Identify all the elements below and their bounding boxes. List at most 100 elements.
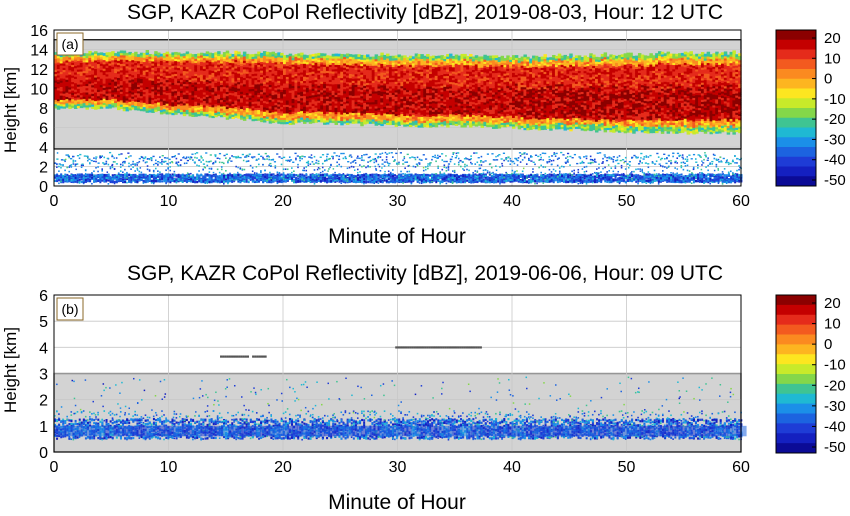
panel-a-x-tick-label: 40: [503, 193, 521, 210]
panel-b-colorbar-tick-label: -40: [824, 418, 846, 435]
panel-b-sparse-echo-2: [395, 346, 482, 349]
panel-a-colorbar-band: [776, 156, 816, 167]
panel-a-x-tick-label: 0: [50, 193, 59, 210]
panel-b-colorbar-band: [776, 413, 816, 424]
panel-b-y-axis-label: Height [km]: [1, 327, 20, 413]
panel-b-colorbar-band: [776, 433, 816, 444]
panel-a-colorbar-tick-label: -30: [824, 131, 846, 148]
panel-a-panel-label: (a): [56, 32, 84, 56]
panel-a-colorbar-band: [776, 78, 816, 89]
panel-a-colorbar-band: [776, 176, 816, 187]
panel-b-x-tick-label: 50: [618, 459, 636, 476]
panel-b-colorbar-band: [776, 443, 816, 454]
panel-a-colorbar-band: [776, 59, 816, 70]
panel-a-colorbar: 20 10 0 -10 -20 -30 -40 -50: [775, 29, 846, 189]
panel-b-colorbar-tick-label: -50: [824, 439, 846, 456]
panel-a: SGP, KAZR CoPol Reflectivity [dBZ], 2019…: [1, 1, 846, 248]
panel-b-colorbar-band: [776, 324, 816, 335]
panel-b-plot-area: 0 10 20 30 40 50 60 0 1 2 3 4 5 6 (b): [39, 288, 750, 476]
panel-a-colorbar-tick-label: 20: [824, 30, 841, 47]
panel-b-colorbar-band: [776, 304, 816, 316]
panel-a-colorbar-tick-label: -40: [824, 152, 846, 169]
panel-a-colorbar-band: [776, 39, 816, 50]
panel-b-colorbar-tick-label: 10: [824, 316, 841, 333]
panel-b-near-surface-echo: [54, 376, 747, 441]
panel-b-colorbar-band: [776, 393, 816, 405]
panel-b-colorbar-band: [776, 364, 816, 375]
panel-a-colorbar-tick-label: -50: [824, 172, 846, 189]
panel-a-x-tick-label: 20: [274, 193, 292, 210]
panel-a-colorbar-band: [776, 108, 816, 119]
panel-b-colorbar-band: [776, 383, 816, 395]
panel-a-colorbar-band: [776, 166, 816, 177]
panel-b-x-tick-label: 60: [732, 459, 750, 476]
panel-b-colorbar-band: [776, 423, 816, 434]
panel-a-x-tick-label: 60: [732, 193, 750, 210]
panel-b-x-axis-label: Minute of Hour: [328, 491, 466, 514]
panel-a-x-tick-label: 30: [389, 193, 407, 210]
panel-a-colorbar-tick-label: -10: [824, 91, 846, 108]
panel-a-y-tick-label: 6: [39, 121, 48, 138]
panel-b-title: SGP, KAZR CoPol Reflectivity [dBZ], 2019…: [127, 262, 723, 285]
panel-a-y-tick-label: 10: [30, 82, 48, 99]
panel-a-cloud-layer: [54, 50, 742, 135]
panel-a-title: SGP, KAZR CoPol Reflectivity [dBZ], 2019…: [127, 1, 723, 24]
panel-b-y-tick-label: 4: [39, 340, 48, 357]
panel-b-y-tick-label: 3: [39, 367, 48, 384]
panel-a-colorbar-tick-label: -20: [824, 111, 846, 128]
panel-b-x-tick-label: 40: [503, 459, 521, 476]
panel-a-axes-frame: [53, 29, 742, 187]
panel-a-y-axis-label: Height [km]: [1, 67, 20, 153]
panel-b-colorbar-tick-label: 20: [824, 295, 841, 312]
panel-b-y-tick-label: 2: [39, 393, 48, 410]
panel-b-colorbar-band: [776, 374, 816, 385]
panel-a-y-tick-label: 8: [39, 101, 48, 118]
panel-b-colorbar-band: [776, 295, 816, 306]
panel-a-x-tick-label: 10: [160, 193, 178, 210]
panel-a-x-tick-label: 50: [618, 193, 636, 210]
panel-b-x-tick-label: 0: [50, 459, 59, 476]
panel-a-y-tick-label: 14: [30, 43, 48, 60]
panel-b-sparse-echo-0: [220, 355, 250, 358]
panel-b-colorbar-tick-label: -10: [824, 357, 846, 374]
panel-a-colorbar-band: [776, 69, 816, 80]
panel-b: SGP, KAZR CoPol Reflectivity [dBZ], 2019…: [1, 262, 846, 514]
panel-a-colorbar-band: [776, 49, 816, 60]
panel-b-sparse-echo-1: [252, 355, 267, 358]
panel-a-y-tick-label: 4: [39, 140, 48, 157]
panel-a-colorbar-band: [776, 117, 816, 128]
panel-a-y-tick-label: 12: [30, 62, 48, 79]
panel-b-panel-label: (b): [56, 297, 84, 321]
panel-b-x-tick-label: 30: [389, 459, 407, 476]
panel-b-x-tick-label: 10: [160, 459, 178, 476]
panel-a-y-tick-label: 2: [39, 160, 48, 177]
panel-b-colorbar-band: [776, 354, 816, 365]
panel-a-colorbar-band: [776, 137, 816, 148]
panel-a-x-axis-label: Minute of Hour: [328, 225, 466, 248]
panel-b-colorbar-tick-label: -30: [824, 398, 846, 415]
panel-b-y-tick-label: 1: [39, 419, 48, 436]
panel-b-x-tick-label: 20: [274, 459, 292, 476]
panel-b-colorbar-band: [776, 344, 816, 355]
panel-a-colorbar-band: [776, 147, 816, 158]
panel-b-colorbar-band: [776, 334, 816, 345]
panel-b-colorbar-band: [776, 403, 816, 414]
panel-b-y-tick-label: 5: [39, 314, 48, 331]
panel-a-colorbar-tick-label: 10: [824, 50, 841, 67]
panel-b-y-tick-label: 0: [39, 445, 48, 462]
panel-a-colorbar-band: [776, 88, 816, 99]
panel-a-colorbar-band: [776, 127, 816, 138]
panel-b-colorbar: 20 10 0 -10 -20 -30 -40 -50: [775, 294, 846, 456]
panel-a-y-tick-label: 0: [39, 179, 48, 196]
panel-a-colorbar-band: [776, 30, 816, 41]
panel-b-colorbar-band: [776, 314, 816, 326]
panel-a-near-surface-echo: [54, 151, 743, 185]
panel-b-colorbar-tick-label: 0: [824, 336, 832, 353]
panel-a-colorbar-band: [776, 98, 816, 109]
panel-a-colorbar-tick-label: 0: [824, 71, 832, 88]
panel-b-axes-frame: [53, 294, 742, 453]
panel-b-colorbar-tick-label: -20: [824, 377, 846, 394]
panel-b-y-tick-label: 6: [39, 288, 48, 305]
